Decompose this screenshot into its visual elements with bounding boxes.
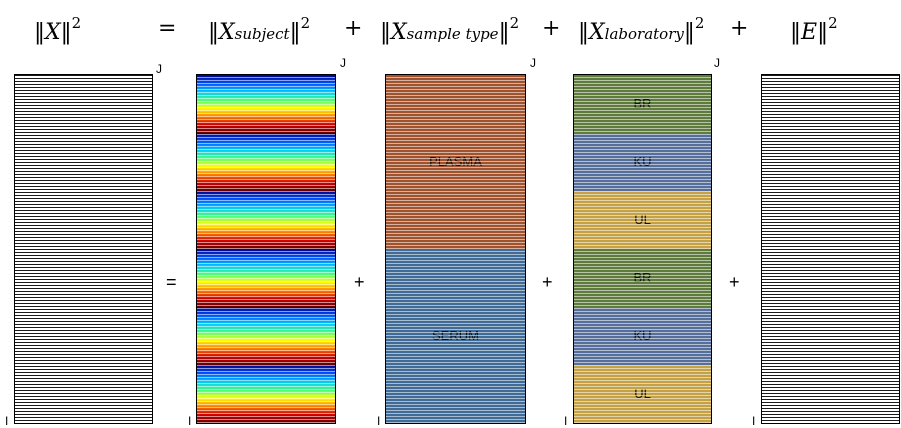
subject-exponent: 2 <box>300 14 311 32</box>
sample-type-block-label: SERUM <box>432 328 479 343</box>
subject-axis-j-label: J <box>340 56 346 70</box>
laboratory-block: BR <box>574 75 711 133</box>
lab-axis-j-label: J <box>714 56 720 70</box>
sample-axis-i-label: I <box>377 414 381 428</box>
sample-type-block: SERUM <box>386 249 525 423</box>
laboratory-block-label: UL <box>634 386 651 401</box>
laboratory-block: UL <box>574 191 711 249</box>
laboratory-block-label: KU <box>633 154 652 169</box>
error-variable: E <box>801 20 818 45</box>
operator-plus-2: + <box>542 272 553 292</box>
lab-variable: X <box>589 20 605 45</box>
laboratory-block-label: KU <box>633 328 652 343</box>
laboratory-block: BR <box>574 249 711 307</box>
sample-subscript: sample type <box>406 25 499 43</box>
sample-type-matrix-panel: PLASMA SERUM <box>385 74 526 424</box>
subject-axis-i-label: I <box>188 414 192 428</box>
x-exponent: 2 <box>71 14 82 32</box>
x-variable: X <box>45 20 61 45</box>
error-exponent: 2 <box>828 14 838 32</box>
sample-axis-j-label: J <box>530 56 536 70</box>
operator-equals: = <box>166 272 177 292</box>
subject-matrix-panel <box>196 74 336 424</box>
lab-exponent: 2 <box>694 14 705 32</box>
laboratory-block: KU <box>574 307 711 365</box>
laboratory-matrix-panel: BR KU UL BR KU UL <box>573 74 712 424</box>
error-axis-i-label: I <box>752 414 756 428</box>
equation-plus-1: + <box>344 16 363 41</box>
error-matrix-stripes <box>762 75 899 423</box>
laboratory-block: KU <box>574 133 711 191</box>
equation-plus-3: + <box>730 16 749 41</box>
error-matrix-panel <box>761 74 900 424</box>
subject-gradient-fill <box>197 75 335 423</box>
sample-norm-term: ‖Xsample type‖2 <box>380 14 520 45</box>
x-axis-j-label: J <box>156 62 162 76</box>
sample-variable: X <box>391 20 407 45</box>
sample-type-block: PLASMA <box>386 75 525 249</box>
x-matrix-panel <box>14 74 153 424</box>
laboratory-block-label: BR <box>633 270 652 285</box>
laboratory-block-label: BR <box>633 96 652 111</box>
operator-plus-1: + <box>354 272 365 292</box>
x-axis-i-label: I <box>5 414 9 428</box>
subject-variable: X <box>219 20 235 45</box>
x-matrix-stripes <box>15 75 152 423</box>
lab-axis-i-label: I <box>564 414 568 428</box>
subject-subscript: subject <box>234 25 290 43</box>
sample-exponent: 2 <box>509 14 520 32</box>
equation-equals: = <box>158 16 177 41</box>
x-norm-term: ‖X‖2 <box>34 14 82 45</box>
error-norm-term: ‖E‖2 <box>790 14 838 45</box>
subject-norm-term: ‖Xsubject‖2 <box>208 14 311 45</box>
operator-plus-3: + <box>729 272 740 292</box>
laboratory-block-label: UL <box>634 212 651 227</box>
equation-plus-2: + <box>542 16 561 41</box>
sample-type-block-label: PLASMA <box>429 154 482 169</box>
lab-subscript: laboratory <box>604 25 684 43</box>
laboratory-block: UL <box>574 365 711 423</box>
lab-norm-term: ‖Xlaboratory‖2 <box>578 14 705 45</box>
